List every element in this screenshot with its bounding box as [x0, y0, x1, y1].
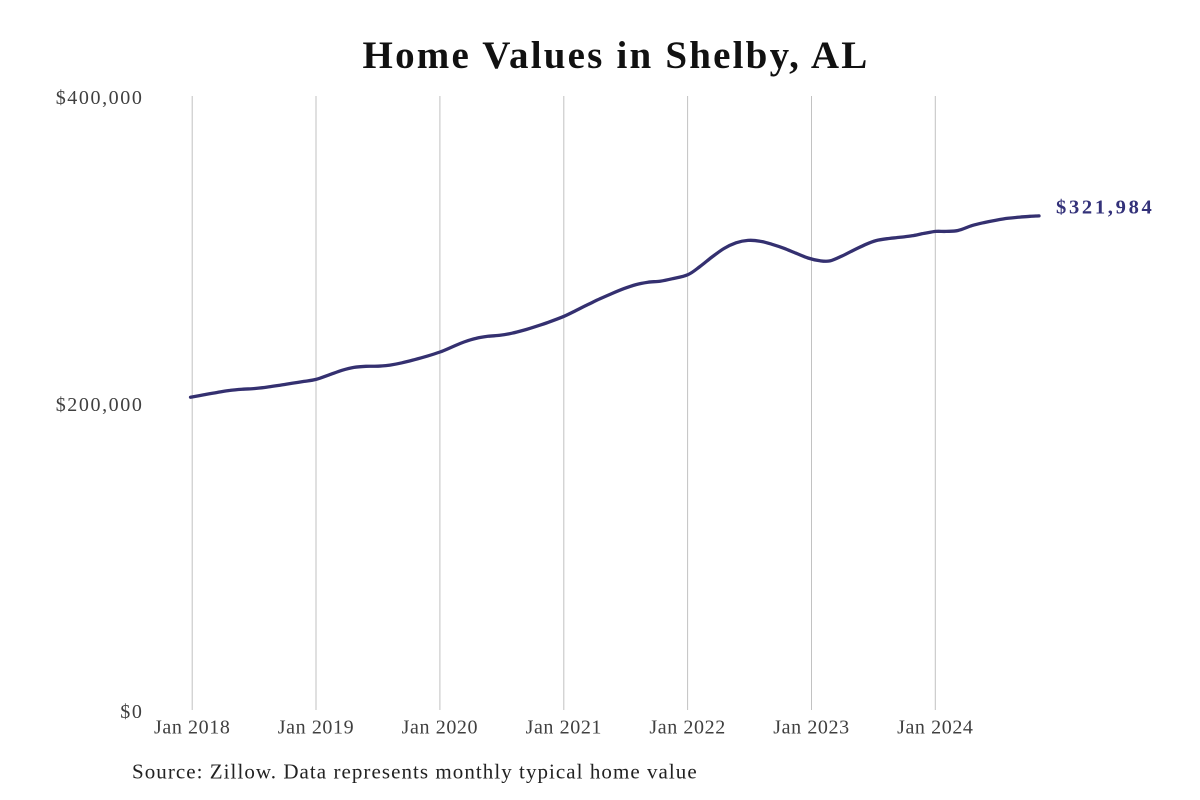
svg-text:Source: Zillow. Data represent: Source: Zillow. Data represents monthly …: [132, 760, 698, 784]
svg-text:$321,984: $321,984: [1056, 197, 1154, 219]
svg-text:Jan 2020: Jan 2020: [402, 717, 478, 739]
svg-text:Jan 2018: Jan 2018: [154, 717, 230, 739]
svg-text:Jan 2019: Jan 2019: [278, 717, 354, 739]
svg-text:Home Values in Shelby, AL: Home Values in Shelby, AL: [363, 34, 870, 77]
svg-text:Jan 2022: Jan 2022: [649, 717, 725, 739]
svg-text:Jan 2021: Jan 2021: [526, 717, 602, 739]
svg-text:Jan 2023: Jan 2023: [773, 717, 849, 739]
svg-text:$200,000: $200,000: [56, 394, 144, 416]
svg-text:$400,000: $400,000: [56, 87, 144, 109]
svg-text:$0: $0: [120, 701, 143, 723]
svg-text:Jan 2024: Jan 2024: [897, 717, 973, 739]
